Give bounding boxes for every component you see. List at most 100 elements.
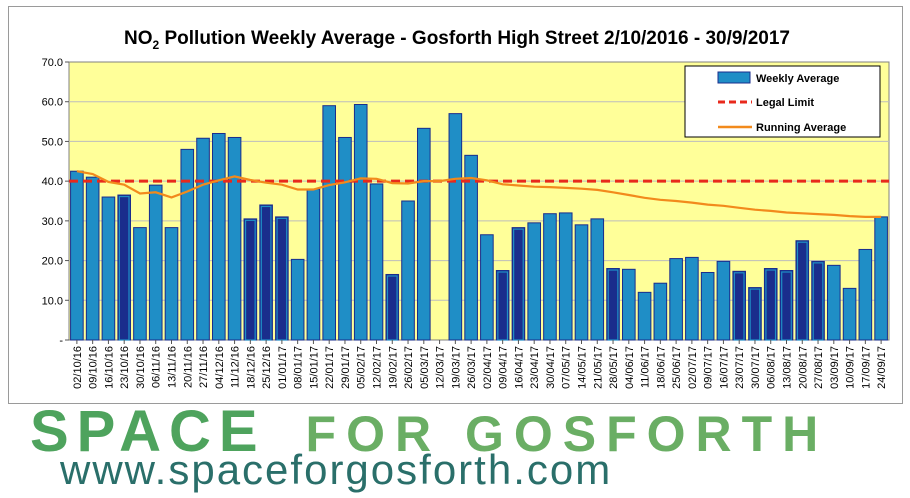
x-tick-label: 20/08/17	[797, 346, 809, 389]
brand-url: www.spaceforgosforth.com	[60, 446, 613, 493]
bar	[637, 291, 652, 341]
x-tick-label: 04/12/16	[214, 346, 226, 389]
x-tick-label: 20/11/16	[182, 346, 194, 388]
x-tick-label: 11/12/16	[230, 346, 242, 388]
y-tick-label: 20.0	[42, 256, 63, 268]
series-lines	[69, 170, 889, 218]
x-tick-label: 26/02/17	[403, 346, 415, 389]
y-tick-label: -	[59, 335, 63, 347]
bar	[700, 271, 715, 341]
x-tick-label: 10/09/17	[845, 346, 857, 389]
bar	[306, 188, 321, 341]
x-tick-label: 29/01/17	[340, 346, 352, 389]
x-tick-label: 24/09/17	[876, 346, 888, 389]
bar	[480, 234, 494, 341]
bar	[369, 183, 384, 341]
bar	[574, 224, 589, 341]
no2-chart: NO2 Pollution Weekly Average - Gosforth …	[42, 28, 890, 389]
x-tick-label: 18/12/16	[245, 346, 257, 389]
x-tick-label: 15/01/17	[308, 346, 320, 389]
y-tick-label: 50.0	[42, 136, 63, 148]
legend: Weekly Average Legal Limit Running Avera…	[684, 65, 881, 138]
bar	[180, 148, 195, 341]
running-average-line	[76, 170, 882, 218]
x-tick-label: 30/07/17	[750, 346, 762, 389]
x-tick-label: 07/05/17	[561, 346, 573, 389]
y-tick-label: 40.0	[42, 176, 63, 188]
bar	[417, 127, 431, 341]
bar	[85, 176, 100, 341]
x-tick-label: 23/04/17	[529, 346, 541, 389]
bar	[212, 132, 226, 341]
x-tick-label: 02/07/17	[687, 346, 699, 389]
bar	[353, 103, 368, 341]
bar	[464, 154, 478, 341]
bar	[558, 212, 573, 341]
x-tick-label: 25/06/17	[671, 346, 683, 389]
bar	[133, 227, 147, 341]
y-tick-label: 10.0	[42, 295, 63, 307]
bar	[653, 282, 668, 341]
brand-for-gosforth: FOR GOSFORTH	[305, 406, 829, 462]
x-tick-label: 16/10/16	[103, 346, 115, 389]
bar	[148, 184, 163, 341]
x-tick-label: 06/11/16	[151, 346, 163, 388]
legend-label-weekly: Weekly Average	[756, 73, 839, 85]
x-axis: 02/10/16 09/10/16 16/10/16 23/10/16 30/10/16…	[72, 340, 888, 389]
x-tick-label: 30/04/17	[545, 346, 557, 389]
x-tick-label: 26/03/17	[466, 346, 478, 389]
x-tick-label: 13/11/16	[167, 346, 179, 388]
x-tick-label: 02/10/16	[72, 346, 84, 389]
bar	[827, 264, 841, 341]
bar	[622, 268, 636, 341]
x-tick-label: 19/02/17	[387, 346, 399, 389]
x-tick-label: 12/02/17	[372, 346, 384, 389]
bar	[227, 136, 242, 341]
bar	[290, 258, 305, 341]
bar	[164, 227, 179, 341]
bar	[527, 222, 542, 341]
x-tick-label: 17/09/17	[860, 346, 872, 389]
x-tick-label: 09/07/17	[703, 346, 715, 389]
x-tick-label: 18/06/17	[655, 346, 667, 389]
bar	[590, 218, 605, 341]
x-tick-label: 16/04/17	[513, 346, 525, 389]
bar	[448, 113, 463, 341]
legend-swatch-weekly	[717, 71, 751, 84]
x-tick-label: 06/08/17	[766, 346, 778, 389]
y-tick-label: 30.0	[42, 216, 63, 228]
bar	[322, 105, 336, 341]
brand-space: SPACE	[30, 399, 266, 464]
bar	[858, 248, 873, 341]
x-tick-label: 28/05/17	[608, 346, 620, 389]
x-tick-label: 30/10/16	[135, 346, 147, 389]
x-tick-label: 09/10/16	[88, 346, 100, 389]
x-tick-label: 25/12/16	[261, 346, 273, 389]
bar	[543, 213, 557, 341]
y-tick-label: 70.0	[42, 57, 63, 69]
x-tick-label: 27/08/17	[813, 346, 825, 389]
x-tick-label: 27/11/16	[198, 346, 210, 388]
x-tick-label: 11/06/17	[640, 346, 652, 388]
x-tick-label: 23/10/16	[119, 346, 131, 389]
x-tick-label: 14/05/17	[577, 346, 589, 389]
x-tick-label: 08/01/17	[293, 346, 305, 389]
bar	[716, 260, 731, 341]
bar	[401, 200, 415, 341]
legend-label-running: Running Average	[756, 122, 846, 134]
y-tick-label: 60.0	[42, 97, 63, 109]
x-tick-label: 12/03/17	[435, 346, 447, 389]
x-tick-label: 02/04/17	[482, 346, 494, 389]
x-tick-label: 19/03/17	[450, 346, 462, 389]
bar	[196, 137, 210, 341]
x-tick-label: 13/08/17	[782, 346, 794, 389]
x-tick-label: 01/01/17	[277, 346, 289, 389]
x-tick-label: 04/06/17	[624, 346, 636, 389]
bar	[338, 136, 352, 341]
bar	[842, 287, 857, 341]
bar	[101, 196, 116, 341]
x-tick-label: 21/05/17	[592, 346, 604, 389]
y-axis: - 10.0 20.0 30.0 40.0 50.0 60.0 70.0	[42, 57, 69, 347]
x-tick-label: 05/03/17	[419, 346, 431, 389]
x-tick-label: 16/07/17	[718, 346, 730, 389]
